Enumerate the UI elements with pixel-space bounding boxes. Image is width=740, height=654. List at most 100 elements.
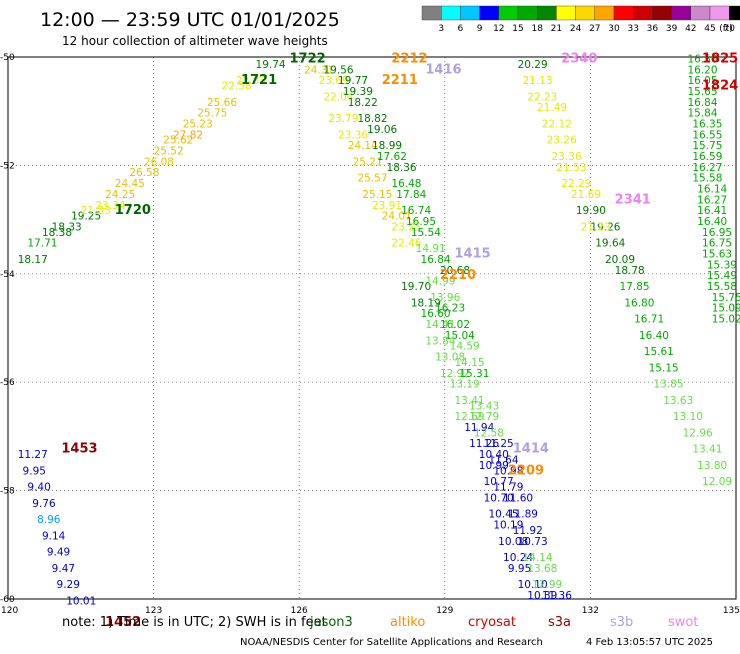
pass-number-label: 1720 bbox=[115, 203, 151, 218]
colorbar-label: 9 bbox=[477, 24, 483, 34]
swh-value-label: 11.79 bbox=[493, 482, 523, 494]
colorbar-label: 33 bbox=[627, 24, 638, 34]
swh-value-label: 16.75 bbox=[702, 238, 732, 250]
swh-value-label: 15.63 bbox=[702, 249, 732, 261]
colorbar-label: 6 bbox=[458, 24, 464, 34]
swh-value-label: 13.96 bbox=[430, 292, 460, 304]
swh-value-label: 11.27 bbox=[18, 449, 48, 461]
swh-value-label: 16.50 bbox=[687, 53, 717, 65]
swh-value-label: 17.62 bbox=[377, 151, 407, 163]
swh-value-label: 16.74 bbox=[401, 205, 431, 217]
swh-value-label: 10.99 bbox=[479, 460, 509, 472]
swh-value-label: 9.47 bbox=[52, 563, 75, 575]
swh-value-label: 25.23 bbox=[183, 118, 213, 130]
colorbar-swatch bbox=[575, 5, 595, 21]
swh-value-label: 10.08 bbox=[498, 536, 528, 548]
pass-number-label: 2211 bbox=[382, 73, 418, 88]
swh-value-label: 11.92 bbox=[513, 525, 543, 537]
swh-value-label: 18.19 bbox=[411, 297, 441, 309]
swh-value-label: 11.26 bbox=[469, 438, 499, 450]
swh-value-label: 16.05 bbox=[687, 75, 717, 87]
colorbar-label: 36 bbox=[647, 24, 659, 34]
y-tick-label: -56 bbox=[0, 378, 15, 388]
swh-value-label: 23.79 bbox=[328, 113, 358, 125]
swh-value-label: 23.26 bbox=[547, 135, 577, 147]
x-tick-label: 123 bbox=[145, 606, 162, 616]
swh-value-label: 15.54 bbox=[411, 227, 441, 239]
swh-value-label: 21.69 bbox=[571, 189, 601, 201]
plot-area: 120 123 126 129 132 135 -50 -52 -54 -56 -58 -60 18.… bbox=[0, 51, 740, 630]
swh-value-label: 11.64 bbox=[488, 455, 518, 467]
swh-value-label: 14.91 bbox=[416, 243, 446, 255]
swh-value-label: 16.27 bbox=[692, 162, 722, 174]
swh-value-label: 19.64 bbox=[595, 238, 625, 250]
swh-value-label: 26.58 bbox=[129, 167, 159, 179]
footnote: note: 1) Time is in UTC; 2) SWH is in fe… bbox=[62, 615, 327, 630]
pass-number-label: 1721 bbox=[241, 73, 277, 88]
swh-value-label: 16.35 bbox=[692, 118, 722, 130]
swh-value-label: 22.33 bbox=[236, 75, 266, 87]
swh-value-label: 16.95 bbox=[406, 216, 436, 228]
pass-number-label: 1452 bbox=[105, 615, 141, 630]
swh-value-label: 12.96 bbox=[683, 427, 713, 439]
colorbar-swatch bbox=[441, 5, 461, 21]
swh-value-label: 15.39 bbox=[707, 259, 737, 271]
colorbar-label: 70 bbox=[723, 24, 735, 34]
swh-value-label: 9.76 bbox=[32, 498, 56, 510]
swh-value-label: 16.84 bbox=[421, 254, 451, 266]
pass-number-label: 1416 bbox=[425, 62, 461, 77]
swh-value-label: 13.10 bbox=[673, 411, 703, 423]
swh-value-label: 14.99 bbox=[425, 276, 455, 288]
swh-value-label: 9.40 bbox=[27, 482, 50, 494]
data-marks: 18.17 17.7118.3818.3319.2521.3323.3424.25… bbox=[18, 51, 740, 630]
swh-value-label: 18.38 bbox=[42, 227, 72, 239]
colorbar-swatch bbox=[556, 5, 576, 21]
pass-number-label: 2209 bbox=[508, 463, 544, 478]
legend-item-cryosat: cryosat bbox=[468, 615, 516, 630]
swh-value-label: 22.04 bbox=[323, 91, 353, 103]
swh-value-label: 14.15 bbox=[455, 357, 485, 369]
swh-value-label: 13.19 bbox=[450, 379, 480, 391]
swh-value-label: 9.14 bbox=[42, 530, 66, 542]
swh-value-label: 10.01 bbox=[66, 595, 96, 607]
swh-value-label: 21.49 bbox=[537, 102, 567, 114]
swh-value-label: 10.10 bbox=[518, 579, 548, 591]
colorbar-label: 12 bbox=[493, 24, 504, 34]
swh-value-label: 15.09 bbox=[712, 303, 740, 315]
swh-value-label: 13.85 bbox=[653, 379, 683, 391]
swh-value-label: 10.24 bbox=[503, 552, 533, 564]
swh-value-label: 16.95 bbox=[702, 227, 732, 239]
colorbar-swatch bbox=[709, 5, 730, 21]
swh-value-label: 16.40 bbox=[697, 216, 727, 228]
colorbar-swatch bbox=[729, 5, 740, 21]
swh-value-label: 22.46 bbox=[391, 238, 421, 250]
swh-value-label: 19.26 bbox=[590, 221, 620, 233]
swh-value-label: 12.09 bbox=[702, 476, 732, 488]
swh-value-label: 15.61 bbox=[644, 346, 674, 358]
swh-value-label: 16.80 bbox=[624, 297, 654, 309]
pass-number-label: 1453 bbox=[61, 442, 97, 457]
swh-value-label: 14.41 bbox=[425, 319, 455, 331]
swh-value-label: 22.58 bbox=[222, 81, 252, 93]
colorbar-swatch bbox=[460, 5, 480, 21]
swh-value-label: 15.49 bbox=[707, 270, 737, 282]
swh-value-label: 11.60 bbox=[503, 492, 533, 504]
swh-value-label: 23.69 bbox=[319, 75, 349, 87]
swh-value-label: 25.57 bbox=[357, 173, 387, 185]
swh-value-label: 25.21 bbox=[353, 156, 383, 168]
colorbar-unit: (ft) bbox=[719, 24, 733, 34]
swh-value-label: 9.95 bbox=[23, 465, 46, 477]
colorbar-label: 24 bbox=[570, 24, 582, 34]
colorbar-label: 21 bbox=[551, 24, 562, 34]
y-tick-label: -54 bbox=[0, 270, 15, 280]
pass-number-label: 2212 bbox=[391, 51, 427, 66]
swh-value-label: 18.22 bbox=[348, 97, 378, 109]
swh-value-label: 12.99 bbox=[532, 579, 562, 591]
x-tick-label: 126 bbox=[291, 606, 308, 616]
swh-value-label: 10.39 bbox=[527, 590, 557, 602]
swh-value-label: 22.23 bbox=[527, 91, 557, 103]
swh-value-label: 13.43 bbox=[469, 400, 499, 412]
swh-value-label: 16.71 bbox=[634, 314, 664, 326]
swh-value-label: 16.27 bbox=[697, 194, 727, 206]
